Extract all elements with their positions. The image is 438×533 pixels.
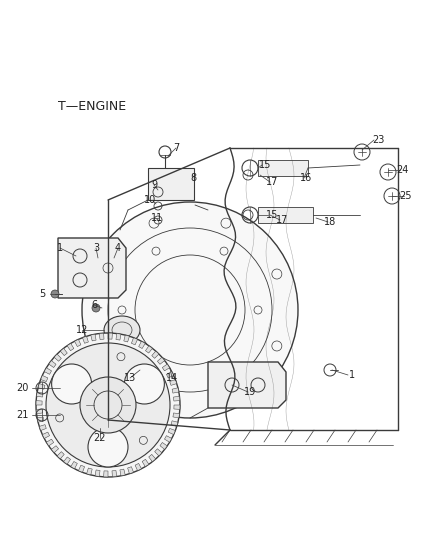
Polygon shape <box>165 435 172 442</box>
Polygon shape <box>173 397 180 401</box>
Circle shape <box>52 364 92 404</box>
Polygon shape <box>162 364 170 371</box>
Text: 24: 24 <box>396 165 408 175</box>
Text: 4: 4 <box>115 243 121 253</box>
Circle shape <box>124 364 164 404</box>
Polygon shape <box>157 357 165 364</box>
Polygon shape <box>49 361 56 368</box>
Text: 3: 3 <box>93 243 99 253</box>
Polygon shape <box>42 432 49 439</box>
Text: T—ENGINE: T—ENGINE <box>58 100 126 113</box>
Text: 15: 15 <box>266 210 278 220</box>
Ellipse shape <box>104 316 140 344</box>
Text: 12: 12 <box>76 325 88 335</box>
Text: 9: 9 <box>151 180 157 190</box>
Polygon shape <box>36 392 43 397</box>
Polygon shape <box>64 457 71 464</box>
Polygon shape <box>67 343 74 351</box>
Polygon shape <box>170 379 177 385</box>
FancyBboxPatch shape <box>258 207 313 223</box>
Polygon shape <box>36 401 42 405</box>
Polygon shape <box>39 425 46 431</box>
Polygon shape <box>112 471 117 477</box>
Text: 1: 1 <box>349 370 355 380</box>
Polygon shape <box>127 467 134 474</box>
Text: 22: 22 <box>94 433 106 443</box>
Polygon shape <box>82 336 88 343</box>
FancyBboxPatch shape <box>148 168 194 200</box>
Circle shape <box>36 333 180 477</box>
Text: 5: 5 <box>39 289 45 299</box>
Circle shape <box>80 377 136 433</box>
Text: 15: 15 <box>259 160 271 170</box>
Polygon shape <box>44 368 52 374</box>
Polygon shape <box>145 346 152 353</box>
Polygon shape <box>131 338 138 345</box>
Polygon shape <box>142 459 149 466</box>
Polygon shape <box>108 333 113 339</box>
Text: 11: 11 <box>151 213 163 223</box>
Polygon shape <box>174 405 180 409</box>
Text: 25: 25 <box>400 191 412 201</box>
Circle shape <box>51 290 59 298</box>
Text: 23: 23 <box>372 135 384 145</box>
Text: 20: 20 <box>16 383 28 393</box>
Text: 7: 7 <box>173 143 179 153</box>
Polygon shape <box>46 439 54 446</box>
Polygon shape <box>91 334 96 341</box>
Text: 17: 17 <box>276 215 288 225</box>
Polygon shape <box>135 463 141 471</box>
Circle shape <box>46 343 170 467</box>
Text: 10: 10 <box>144 195 156 205</box>
Polygon shape <box>155 449 162 456</box>
Polygon shape <box>57 451 64 459</box>
Polygon shape <box>104 471 108 477</box>
FancyBboxPatch shape <box>258 160 308 176</box>
Polygon shape <box>99 333 104 340</box>
Polygon shape <box>38 384 45 389</box>
Polygon shape <box>37 417 44 422</box>
Polygon shape <box>166 372 173 378</box>
Polygon shape <box>152 351 159 358</box>
Polygon shape <box>60 349 67 356</box>
Polygon shape <box>87 468 92 475</box>
Polygon shape <box>120 469 125 476</box>
Polygon shape <box>58 238 126 298</box>
Text: 16: 16 <box>300 173 312 183</box>
Polygon shape <box>78 465 85 472</box>
Polygon shape <box>173 413 180 418</box>
Text: 17: 17 <box>266 177 278 187</box>
Text: 13: 13 <box>124 373 136 383</box>
Polygon shape <box>168 429 175 434</box>
Polygon shape <box>74 340 81 346</box>
Polygon shape <box>95 470 100 477</box>
Circle shape <box>92 304 100 312</box>
Polygon shape <box>172 388 179 393</box>
Polygon shape <box>171 421 178 426</box>
Text: 1: 1 <box>57 243 63 253</box>
Text: 19: 19 <box>244 387 256 397</box>
Circle shape <box>88 427 128 467</box>
Polygon shape <box>124 335 129 342</box>
Polygon shape <box>36 409 42 414</box>
Polygon shape <box>208 362 286 408</box>
Polygon shape <box>54 354 61 361</box>
Polygon shape <box>71 462 78 469</box>
Polygon shape <box>51 446 59 453</box>
Text: 18: 18 <box>324 217 336 227</box>
Polygon shape <box>116 334 121 340</box>
Text: 8: 8 <box>190 173 196 183</box>
Text: 14: 14 <box>166 373 178 383</box>
Polygon shape <box>139 341 145 349</box>
Polygon shape <box>149 455 156 462</box>
Polygon shape <box>41 375 48 382</box>
Text: 21: 21 <box>16 410 28 420</box>
Polygon shape <box>160 442 167 449</box>
Circle shape <box>82 202 298 418</box>
Text: 6: 6 <box>91 300 97 310</box>
